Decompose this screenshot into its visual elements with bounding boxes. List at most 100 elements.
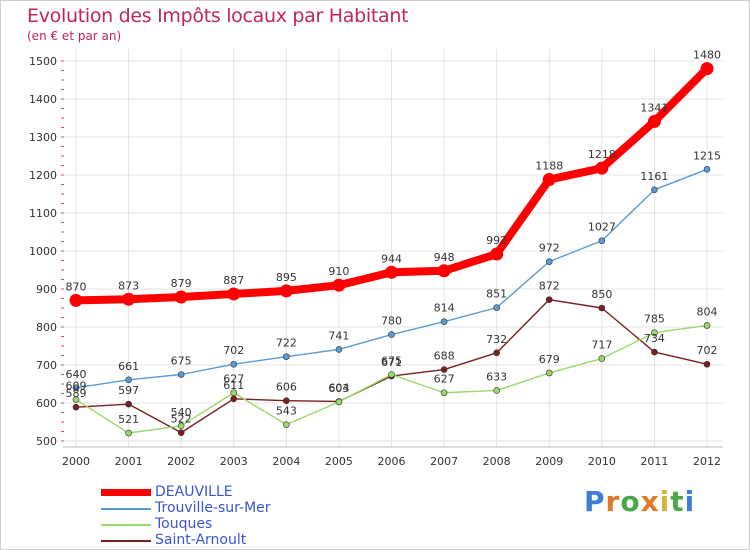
data-label: 702 xyxy=(223,344,244,357)
data-label: 948 xyxy=(434,251,455,264)
x-tick-label: 2005 xyxy=(325,455,353,468)
data-label: 611 xyxy=(223,379,244,392)
x-tick-label: 2006 xyxy=(378,455,406,468)
y-tick-label: 500 xyxy=(36,435,57,448)
data-point xyxy=(230,395,238,403)
legend-swatch xyxy=(101,524,151,526)
data-label: 814 xyxy=(434,302,455,315)
legend-swatch xyxy=(101,489,151,496)
data-point xyxy=(283,397,290,405)
x-tick-label: 2002 xyxy=(167,455,195,468)
legend-item: Trouville-sur-Mer xyxy=(101,500,361,517)
data-label: 734 xyxy=(644,332,665,345)
data-label: 722 xyxy=(276,337,297,350)
data-label: 543 xyxy=(276,405,297,418)
data-point xyxy=(388,331,395,338)
data-point xyxy=(598,304,606,312)
data-label: 679 xyxy=(539,353,560,366)
logo-letter: x xyxy=(640,485,660,518)
y-tick-label: 800 xyxy=(36,321,57,334)
data-point xyxy=(598,355,606,362)
data-label: 522 xyxy=(171,413,192,426)
y-tick-label: 1000 xyxy=(29,245,57,258)
data-label: 604 xyxy=(328,381,349,394)
data-label: 851 xyxy=(486,288,507,301)
data-point xyxy=(440,318,448,325)
data-label: 633 xyxy=(486,370,507,383)
proxiti-logo: Proxiti xyxy=(584,485,695,518)
data-point xyxy=(542,173,556,187)
data-point xyxy=(72,403,80,411)
data-point xyxy=(545,369,553,377)
data-label: 972 xyxy=(539,242,560,255)
data-point xyxy=(177,422,185,430)
y-tick-label: 1300 xyxy=(29,131,57,144)
data-point xyxy=(125,376,132,384)
chart-title: Evolution des Impôts locaux par Habitant xyxy=(27,5,409,27)
data-point xyxy=(703,166,711,173)
legend-label: Touques xyxy=(155,516,213,532)
data-point xyxy=(72,396,80,403)
data-label: 597 xyxy=(118,384,139,397)
data-label: 887 xyxy=(223,274,244,287)
data-point xyxy=(647,114,661,128)
data-point xyxy=(651,329,658,337)
data-point xyxy=(703,360,711,368)
data-point xyxy=(230,389,238,397)
x-tick-label: 2009 xyxy=(535,455,563,468)
data-point xyxy=(598,237,606,245)
data-label: 1027 xyxy=(588,221,616,234)
x-tick-label: 2012 xyxy=(693,455,721,468)
x-tick-label: 2007 xyxy=(430,455,458,468)
data-label: 661 xyxy=(118,360,139,373)
y-tick-label: 900 xyxy=(36,283,57,296)
logo-letter: r xyxy=(605,485,621,518)
data-label: 780 xyxy=(381,315,402,328)
data-label: 1215 xyxy=(693,149,721,162)
legend-item: DEAUVILLE xyxy=(101,484,361,501)
plot-area xyxy=(63,49,723,447)
data-label: 675 xyxy=(381,355,402,368)
chart-legend: DEAUVILLE Trouville-sur-Mer Touques Saint-A… xyxy=(101,484,361,549)
x-tick-label: 2003 xyxy=(220,455,248,468)
logo-letter: i xyxy=(684,485,696,518)
data-label: 1218 xyxy=(588,148,616,161)
data-point xyxy=(545,296,553,303)
data-point xyxy=(703,322,711,329)
data-point xyxy=(332,278,346,292)
data-label: 879 xyxy=(171,277,192,290)
data-point xyxy=(440,389,448,397)
data-label: 1161 xyxy=(640,170,668,183)
data-point xyxy=(335,346,343,353)
x-tick-label: 2008 xyxy=(483,455,511,468)
data-label: 741 xyxy=(328,329,349,342)
x-tick-label: 2001 xyxy=(115,455,143,468)
data-point xyxy=(122,292,136,306)
data-point xyxy=(72,384,80,392)
data-label: 873 xyxy=(118,279,139,292)
data-label: 521 xyxy=(118,413,139,426)
data-point xyxy=(283,421,290,428)
legend-label: DEAUVILLE xyxy=(155,484,233,500)
logo-letter: o xyxy=(620,485,641,518)
x-tick-label: 2000 xyxy=(62,455,90,468)
data-point xyxy=(227,287,241,301)
y-tick-label: 600 xyxy=(36,397,57,410)
data-label: 992 xyxy=(486,234,507,247)
data-point xyxy=(385,265,398,279)
legend-item: Touques xyxy=(101,516,361,533)
logo-letter: t xyxy=(670,485,685,518)
y-tick-label: 1500 xyxy=(29,55,57,68)
logo-letter: P xyxy=(584,485,606,518)
data-point xyxy=(125,400,132,408)
y-tick-label: 1400 xyxy=(29,93,57,106)
data-point xyxy=(230,360,238,368)
legend-label: Saint-Arnoult xyxy=(155,532,247,548)
data-point xyxy=(279,284,293,298)
data-point xyxy=(177,371,185,378)
data-label: 606 xyxy=(276,381,297,394)
data-label: 688 xyxy=(434,350,455,363)
data-label: 872 xyxy=(539,280,560,293)
data-label: 589 xyxy=(66,387,87,400)
data-label: 785 xyxy=(644,313,665,326)
